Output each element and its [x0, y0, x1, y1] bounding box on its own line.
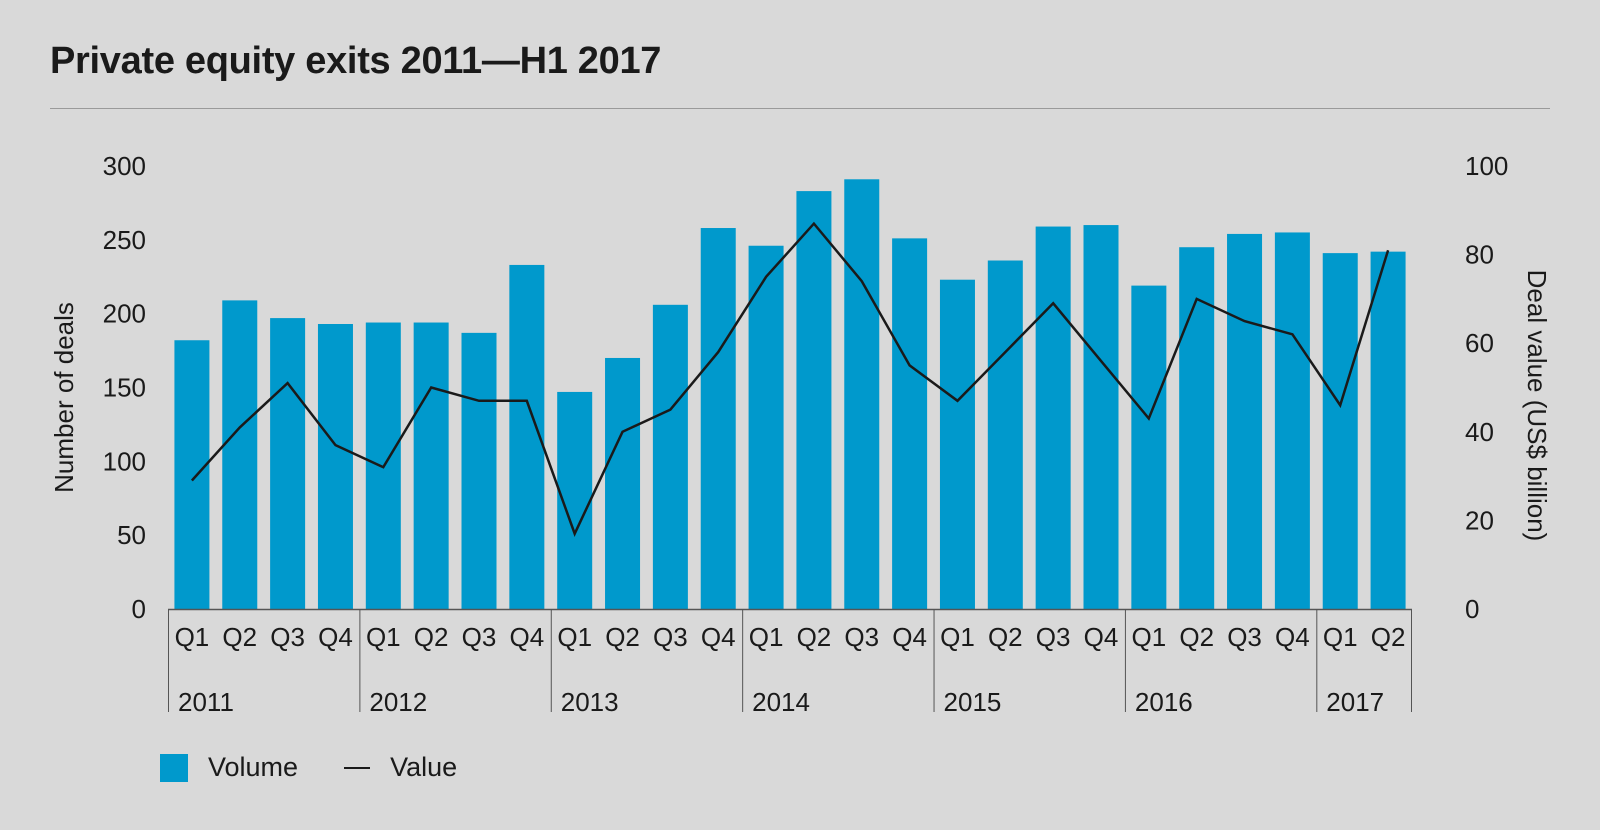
chart-title: Private equity exits 2011—H1 2017: [50, 40, 662, 82]
x-tick-label-20: Q1: [1132, 622, 1167, 652]
y-tick-label-4: 200: [103, 299, 146, 329]
volume-bar-21: [1179, 247, 1215, 609]
x-tick-label-0: Q1: [175, 622, 210, 652]
x-tick-label-23: Q4: [1275, 622, 1310, 652]
legend: Volume Value: [160, 752, 457, 783]
y-tick-label-3: 150: [103, 373, 146, 403]
x-tick-label-7: Q4: [510, 622, 545, 652]
volume-bar-18: [1035, 226, 1071, 609]
y2-tick-label-0: 0: [1465, 594, 1479, 624]
x-tick-label-16: Q1: [940, 622, 975, 652]
volume-bar-22: [1227, 233, 1263, 609]
x-tick-label-9: Q2: [605, 622, 640, 652]
y2-tick-label-2: 40: [1465, 417, 1494, 447]
volume-bar-0: [174, 340, 210, 609]
x-tick-label-17: Q2: [988, 622, 1023, 652]
volume-bar-19: [1083, 225, 1119, 610]
volume-bar-17: [987, 260, 1023, 609]
y2-tick-label-1: 20: [1465, 505, 1494, 535]
volume-bar-16: [939, 279, 975, 609]
y2-tick-label-3: 60: [1465, 328, 1494, 358]
title-divider: [50, 108, 1550, 109]
y2-tick-label-4: 80: [1465, 240, 1494, 270]
year-label-2: 2013: [561, 687, 619, 717]
legend-value-swatch: [344, 766, 371, 769]
year-label-0: 2011: [178, 687, 234, 717]
y-tick-label-1: 50: [117, 520, 146, 550]
volume-bar-12: [748, 245, 784, 610]
x-tick-label-5: Q2: [414, 622, 449, 652]
volume-bar-10: [652, 304, 688, 609]
year-label-1: 2012: [369, 687, 427, 717]
y-tick-label-6: 300: [103, 151, 146, 181]
value-line: [190, 221, 1390, 537]
x-tick-label-6: Q3: [462, 622, 497, 652]
y2-tick-label-5: 100: [1465, 151, 1508, 181]
volume-bar-20: [1131, 285, 1167, 609]
x-tick-label-21: Q2: [1179, 622, 1214, 652]
volume-bar-5: [413, 322, 449, 609]
x-tick-label-19: Q4: [1084, 622, 1119, 652]
volume-bar-2: [270, 318, 306, 609]
volume-bar-15: [892, 238, 928, 609]
x-tick-label-11: Q4: [701, 622, 736, 652]
x-tick-label-13: Q2: [797, 622, 832, 652]
x-tick-label-10: Q3: [653, 622, 688, 652]
y-tick-label-0: 0: [132, 594, 146, 624]
year-label-6: 2017: [1326, 687, 1384, 717]
x-tick-label-1: Q2: [222, 622, 257, 652]
x-tick-label-24: Q1: [1323, 622, 1358, 652]
y-tick-label-2: 100: [103, 446, 146, 476]
volume-bar-3: [317, 324, 353, 609]
x-tick-label-18: Q3: [1036, 622, 1071, 652]
x-tick-label-4: Q1: [366, 622, 401, 652]
volume-bar-1: [222, 300, 258, 609]
x-tick-label-3: Q4: [318, 622, 353, 652]
x-tick-label-15: Q4: [892, 622, 927, 652]
legend-value: Value: [344, 752, 457, 783]
x-tick-label-8: Q1: [557, 622, 592, 652]
x-tick-label-14: Q3: [844, 622, 879, 652]
y2-axis-title: Deal value (US$ billion): [1522, 270, 1552, 542]
year-label-5: 2016: [1135, 687, 1193, 717]
x-tick-label-22: Q3: [1227, 622, 1262, 652]
legend-volume-swatch: [160, 753, 188, 782]
volume-bar-23: [1274, 232, 1310, 609]
volume-bar-9: [605, 357, 641, 609]
legend-volume-label: Volume: [208, 752, 299, 782]
volume-bar-11: [700, 228, 736, 609]
volume-bar-25: [1370, 251, 1406, 609]
volume-bar-14: [844, 179, 880, 610]
y-tick-label-5: 250: [103, 225, 146, 255]
legend-volume: Volume: [160, 752, 298, 783]
x-tick-label-2: Q3: [270, 622, 305, 652]
x-tick-label-12: Q1: [749, 622, 784, 652]
volume-bar-24: [1322, 253, 1358, 609]
y-axis-title: Number of deals: [49, 302, 79, 493]
year-label-4: 2015: [944, 687, 1002, 717]
year-label-3: 2014: [752, 687, 810, 717]
legend-value-label: Value: [390, 752, 458, 782]
x-tick-label-25: Q2: [1371, 622, 1406, 652]
volume-bar-6: [461, 332, 497, 609]
volume-bar-13: [796, 191, 832, 609]
